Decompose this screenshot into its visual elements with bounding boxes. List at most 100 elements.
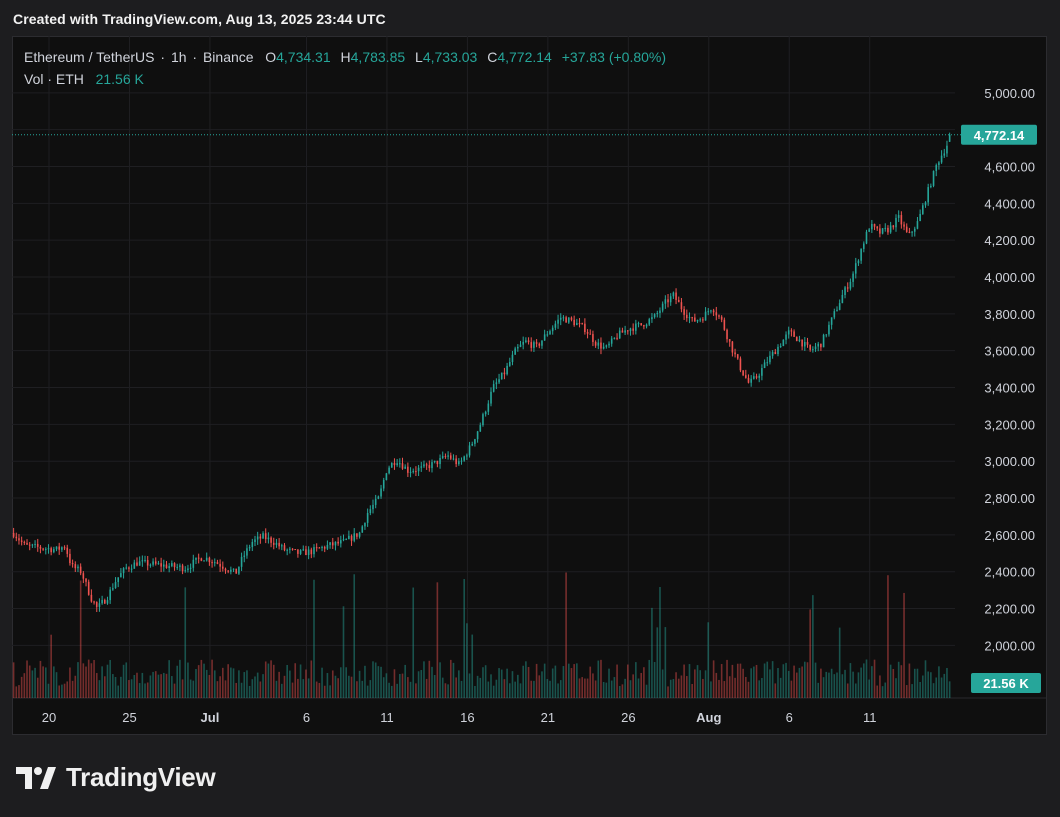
volume-bar bbox=[58, 685, 61, 698]
volume-bar bbox=[323, 685, 326, 698]
candle-body bbox=[508, 362, 511, 366]
volume-bar bbox=[44, 667, 47, 698]
legend-interval[interactable]: 1h bbox=[170, 49, 187, 65]
candle-body bbox=[281, 545, 283, 547]
volume-bar bbox=[844, 669, 846, 698]
volume-bar bbox=[801, 666, 803, 698]
candle-body bbox=[777, 346, 779, 355]
candle-body bbox=[680, 302, 683, 310]
candle-body bbox=[299, 550, 302, 554]
candle-body bbox=[602, 346, 605, 349]
volume-bar bbox=[913, 668, 916, 698]
volume-bar bbox=[195, 669, 197, 698]
candle-body bbox=[428, 465, 431, 469]
candle-body bbox=[865, 231, 868, 244]
volume-bar bbox=[578, 678, 581, 698]
volume-bar bbox=[597, 660, 600, 698]
legend-high: 4,783.85 bbox=[350, 49, 406, 65]
volume-bar bbox=[895, 678, 897, 698]
volume-bar bbox=[854, 683, 857, 698]
volume-bar bbox=[632, 674, 634, 698]
candle-body bbox=[935, 165, 938, 171]
volume-bar bbox=[525, 661, 527, 698]
candle-body bbox=[503, 372, 506, 375]
time-tick-label: 11 bbox=[380, 710, 394, 725]
volume-bar bbox=[433, 675, 436, 698]
volume-bar bbox=[47, 683, 50, 698]
legend-volume-label[interactable]: Vol · ETH bbox=[24, 71, 84, 87]
candle-body bbox=[130, 568, 133, 570]
candle-body bbox=[278, 542, 280, 547]
volume-bar bbox=[26, 660, 28, 698]
candle-body bbox=[511, 354, 514, 363]
volume-bar bbox=[15, 686, 18, 698]
volume-bar bbox=[34, 667, 36, 698]
candle-body bbox=[243, 555, 246, 557]
volume-bar bbox=[659, 587, 661, 698]
candle-body bbox=[879, 228, 881, 234]
candle-body bbox=[246, 548, 248, 556]
volume-bar bbox=[176, 665, 179, 698]
volume-bar bbox=[297, 678, 299, 698]
candle-body bbox=[629, 328, 632, 332]
candle-body bbox=[39, 546, 42, 549]
candle-body bbox=[315, 547, 318, 549]
volume-bar bbox=[731, 664, 734, 698]
chart-panel[interactable] bbox=[12, 36, 1047, 735]
volume-bar bbox=[889, 664, 892, 698]
candle-body bbox=[200, 558, 203, 561]
candle-body bbox=[345, 539, 347, 541]
candle-body bbox=[804, 341, 806, 347]
candle-body bbox=[149, 564, 152, 566]
volume-bar bbox=[852, 671, 854, 698]
candle-body bbox=[833, 311, 836, 318]
legend-symbol[interactable]: Ethereum / TetherUS bbox=[24, 49, 155, 65]
volume-bar bbox=[369, 680, 372, 698]
candle-body bbox=[42, 548, 44, 550]
tradingview-brand[interactable]: TradingView bbox=[16, 762, 216, 793]
candle-body bbox=[699, 319, 702, 321]
volume-bar bbox=[868, 679, 870, 698]
last-price-text: 4,772.14 bbox=[974, 128, 1025, 143]
candle-body bbox=[825, 334, 828, 336]
volume-bar bbox=[307, 678, 310, 698]
candle-body bbox=[484, 411, 487, 415]
volume-bar bbox=[479, 677, 482, 698]
volume-bar bbox=[61, 684, 63, 698]
volume-bar bbox=[393, 669, 396, 698]
volume-bar bbox=[417, 671, 420, 698]
candle-body bbox=[854, 263, 857, 274]
candle-body bbox=[932, 170, 935, 186]
candle-body bbox=[377, 496, 380, 499]
price-tick-label: 3,200.00 bbox=[984, 417, 1035, 432]
candle-body bbox=[160, 563, 162, 567]
candle-body bbox=[533, 342, 535, 348]
volume-bar bbox=[720, 664, 723, 698]
candle-body bbox=[836, 309, 838, 312]
candle-body bbox=[527, 340, 530, 343]
volume-bar bbox=[726, 659, 728, 698]
volume-bar bbox=[804, 661, 806, 698]
volume-bar bbox=[114, 676, 117, 698]
candle-body bbox=[900, 215, 903, 225]
volume-bar bbox=[409, 681, 412, 698]
candle-body bbox=[546, 334, 549, 336]
candle-body bbox=[817, 343, 820, 347]
volume-bar bbox=[455, 677, 457, 698]
volume-bar bbox=[857, 672, 860, 698]
volume-bar bbox=[500, 669, 503, 698]
candlestick-chart[interactable]: 5,000.004,800.004,600.004,400.004,200.00… bbox=[12, 36, 1047, 735]
candle-body bbox=[192, 559, 195, 568]
candle-body bbox=[747, 377, 750, 383]
volume-bar bbox=[122, 664, 125, 698]
volume-bar bbox=[36, 677, 39, 698]
candle-body bbox=[267, 537, 270, 540]
candle-body bbox=[26, 542, 28, 545]
volume-bar bbox=[117, 685, 120, 698]
volume-bar bbox=[238, 670, 240, 698]
volume-bar bbox=[20, 676, 23, 698]
candle-body bbox=[498, 379, 500, 383]
candle-body bbox=[943, 153, 946, 156]
volume-bar bbox=[200, 659, 203, 698]
candle-body bbox=[600, 342, 602, 349]
